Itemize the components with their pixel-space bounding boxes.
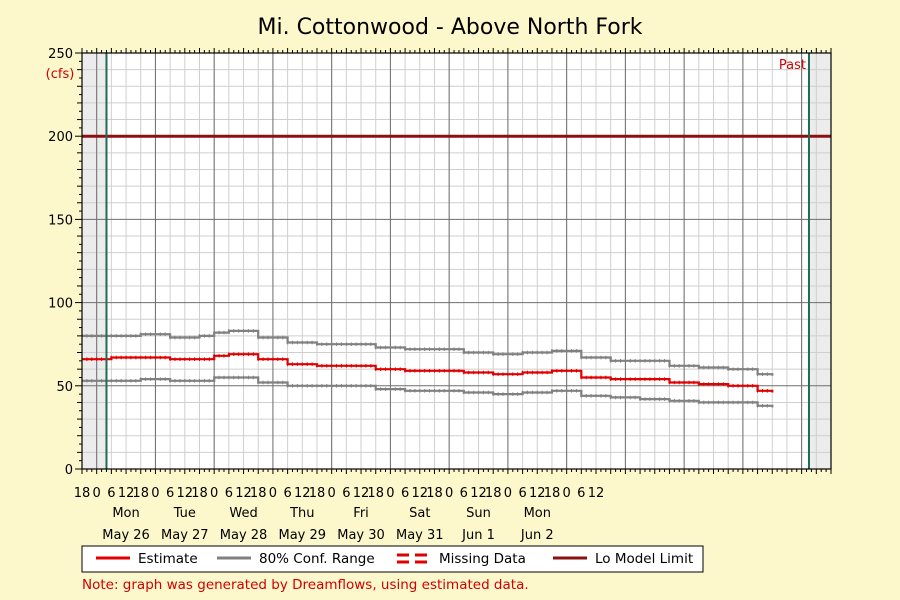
x-day-weekday: Mon	[524, 506, 551, 521]
x-hour-label: 6	[342, 486, 350, 501]
x-hour-label: 12	[588, 486, 605, 501]
shaded-region	[808, 53, 831, 469]
x-hour-label: 0	[210, 486, 218, 501]
x-hour-label: 12	[118, 486, 135, 501]
y-tick-label: 100	[48, 297, 73, 312]
legend-estimate-label: Estimate	[138, 551, 198, 567]
footnote: Note: graph was generated by Dreamflows,…	[82, 577, 529, 593]
x-hour-label: 0	[269, 486, 277, 501]
y-tick-label: 150	[48, 213, 73, 228]
x-day-date: May 29	[279, 528, 327, 543]
x-hour-label: 18	[485, 486, 502, 501]
x-hour-label: 18	[250, 486, 267, 501]
y-tick-label: 200	[48, 130, 73, 145]
x-hour-label: 0	[386, 486, 394, 501]
legend-lo-model-limit-label: Lo Model Limit	[595, 551, 693, 567]
x-day-date: May 30	[337, 528, 385, 543]
x-hour-label: 6	[225, 486, 233, 501]
x-day-date: May 26	[102, 528, 150, 543]
x-day-weekday: Tue	[173, 506, 196, 521]
plot-area	[82, 53, 831, 469]
x-hour-label: 6	[460, 486, 468, 501]
x-day-weekday: Fri	[353, 506, 369, 521]
legend-missing-data-label: Missing Data	[439, 551, 526, 567]
x-hour-label: 0	[562, 486, 570, 501]
x-hour-label: 18	[367, 486, 384, 501]
x-day-weekday: Mon	[112, 506, 139, 521]
y-tick-label: 250	[48, 47, 73, 62]
x-hour-label: 18	[426, 486, 443, 501]
y-tick-label: 0	[65, 463, 73, 478]
x-hour-label: 18	[191, 486, 208, 501]
chart-title: Mi. Cottonwood - Above North Fork	[257, 15, 642, 40]
legend: Estimate 80% Conf. Range Missing Data Lo Mo…	[81, 545, 704, 573]
x-hour-label: 12	[470, 486, 487, 501]
x-day-date: Jun 1	[461, 528, 495, 543]
x-hour-label: 12	[529, 486, 546, 501]
x-hour-label: 6	[518, 486, 526, 501]
x-hour-label: 18	[544, 486, 561, 501]
x-hour-label: 12	[235, 486, 252, 501]
x-hour-label: 6	[577, 486, 585, 501]
x-day-weekday: Sat	[409, 506, 430, 521]
shaded-region	[82, 53, 107, 469]
x-day-date: Jun 2	[520, 528, 554, 543]
x-hour-label: 12	[177, 486, 194, 501]
x-day-weekday: Wed	[229, 506, 257, 521]
x-hour-label: 6	[401, 486, 409, 501]
x-day-weekday: Thu	[289, 506, 314, 521]
x-hour-label: 6	[283, 486, 291, 501]
legend-box	[81, 545, 704, 573]
x-hour-label: 18	[132, 486, 149, 501]
x-hour-label: 12	[412, 486, 429, 501]
x-hour-label: 0	[151, 486, 159, 501]
x-hour-label: 0	[445, 486, 453, 501]
x-day-date: May 27	[161, 528, 209, 543]
x-hour-label: 0	[328, 486, 336, 501]
legend-80-conf-range-label: 80% Conf. Range	[259, 551, 375, 567]
y-axis-unit-label: (cfs)	[46, 67, 75, 82]
x-hour-label: 12	[294, 486, 311, 501]
x-hour-label: 0	[93, 486, 101, 501]
x-hour-label: 0	[504, 486, 512, 501]
x-day-date: May 31	[396, 528, 444, 543]
x-hour-label: 6	[107, 486, 115, 501]
x-day-date: May 28	[220, 528, 268, 543]
past-label: Past	[779, 58, 806, 73]
y-tick-label: 50	[56, 380, 73, 395]
y-axis: 0 50 100 150 200 250	[48, 47, 832, 478]
plot-background	[82, 53, 831, 469]
x-hour-label: 18	[74, 486, 91, 501]
x-day-weekday: Sun	[466, 506, 491, 521]
x-hour-label: 6	[166, 486, 174, 501]
x-hour-label: 18	[309, 486, 326, 501]
series-layer: Past	[81, 53, 831, 469]
x-hour-label: 12	[353, 486, 370, 501]
